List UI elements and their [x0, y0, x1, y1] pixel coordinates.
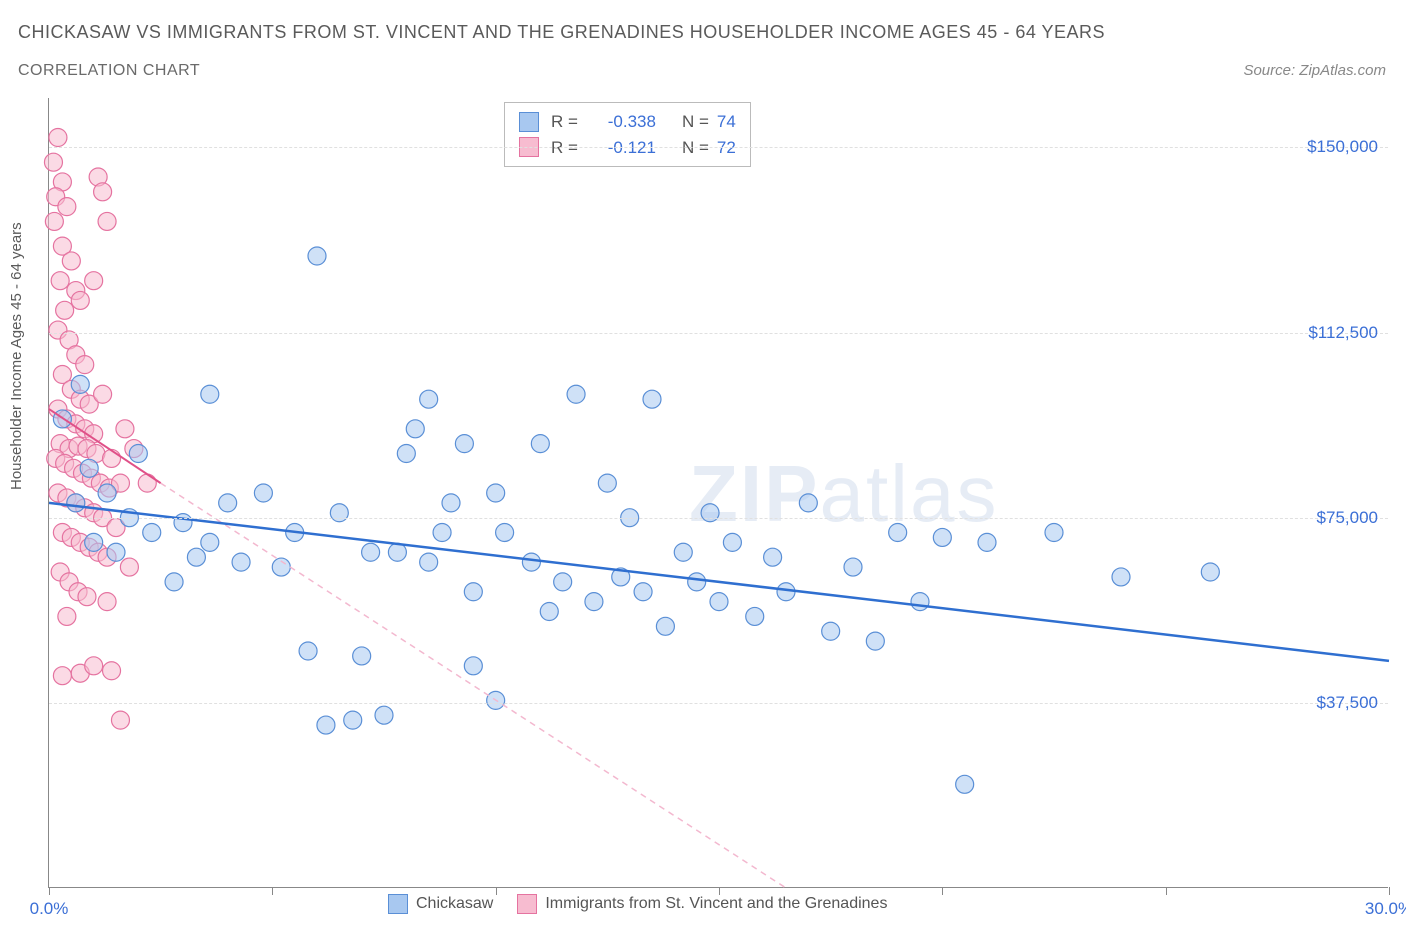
stats-r-value: -0.338 — [586, 109, 656, 135]
x-tick-label: 0.0% — [30, 899, 69, 919]
legend-label: Immigrants from St. Vincent and the Gren… — [545, 895, 887, 913]
stats-box: R =-0.338N =74R =-0.121N =72 — [504, 102, 751, 167]
legend-item: Chickasaw — [388, 894, 493, 914]
y-tick-label: $112,500 — [1308, 323, 1378, 343]
y-tick-label: $150,000 — [1307, 137, 1378, 157]
stats-row: R = -0.338 N = 74 — [519, 109, 736, 135]
stats-r-label: R = — [551, 109, 578, 135]
legend-swatch — [517, 894, 537, 914]
x-tick — [942, 887, 943, 895]
stats-swatch — [519, 112, 539, 132]
chart-title-line2: CORRELATION CHART — [18, 62, 200, 80]
chart-svg — [49, 98, 1388, 887]
gridline — [49, 518, 1388, 519]
source-label: Source: ZipAtlas.com — [1243, 62, 1386, 79]
gridline — [49, 703, 1388, 704]
y-tick-label: $75,000 — [1317, 508, 1378, 528]
y-axis-label: Householder Income Ages 45 - 64 years — [8, 222, 25, 490]
y-tick-label: $37,500 — [1317, 693, 1378, 713]
x-tick — [49, 887, 50, 895]
chart-plot-area: ZIPatlas R =-0.338N =74R =-0.121N =72 $3… — [48, 98, 1388, 888]
legend-item: Immigrants from St. Vincent and the Gren… — [517, 894, 887, 914]
x-tick — [1166, 887, 1167, 895]
stats-n-label: N = — [682, 109, 709, 135]
gridline — [49, 333, 1388, 334]
stats-n-value: 74 — [717, 109, 736, 135]
legend-swatch — [388, 894, 408, 914]
chart-title-line1: CHICKASAW VS IMMIGRANTS FROM ST. VINCENT… — [18, 22, 1105, 43]
gridline — [49, 147, 1388, 148]
legend-label: Chickasaw — [416, 895, 493, 913]
x-tick-label: 30.0% — [1365, 899, 1406, 919]
x-tick — [1389, 887, 1390, 895]
x-tick — [272, 887, 273, 895]
legend-bottom: Chickasaw Immigrants from St. Vincent and… — [388, 894, 887, 914]
